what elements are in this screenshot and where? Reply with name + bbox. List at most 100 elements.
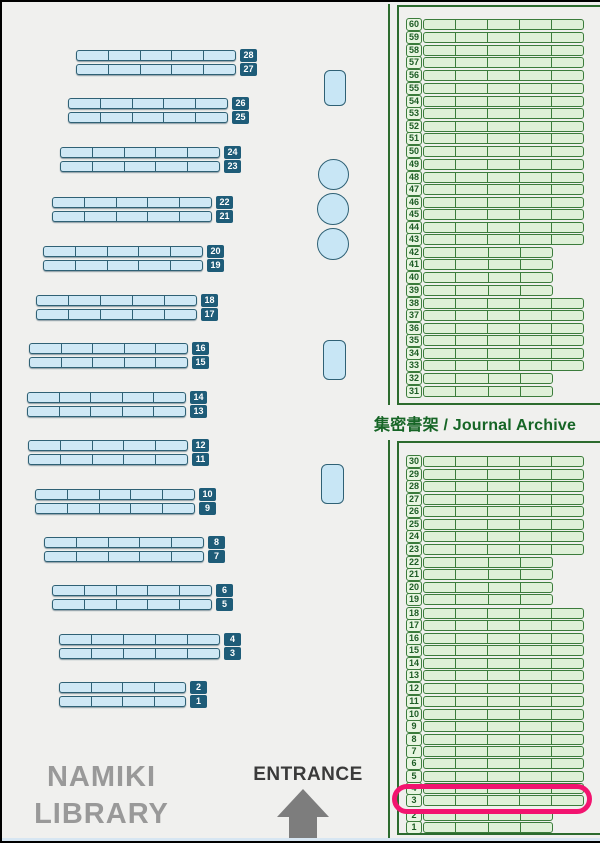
shelf-segment xyxy=(424,324,456,333)
shelf-segment xyxy=(123,683,155,692)
shelf-segment xyxy=(424,273,457,282)
shelf-segment xyxy=(424,811,457,820)
archive-shelf-row xyxy=(423,620,584,631)
shelf-segment xyxy=(456,299,488,308)
shelf-segment xyxy=(101,113,133,122)
shelf-segment xyxy=(489,823,521,832)
shelf-segment xyxy=(92,683,123,692)
shelf-segment xyxy=(520,532,552,541)
shelf-segment xyxy=(85,586,117,595)
bookshelf-row xyxy=(36,309,197,320)
shelf-segment xyxy=(124,635,156,644)
shelf-segment xyxy=(204,65,235,74)
shelf-segment xyxy=(60,683,92,692)
shelf-segment xyxy=(101,99,133,108)
shelf-segment xyxy=(456,772,488,781)
shelf-segment xyxy=(117,600,149,609)
archive-shelf-row xyxy=(423,83,584,94)
bookshelf-row xyxy=(36,295,197,306)
bookshelf-number-badge: 9 xyxy=(199,502,216,515)
shelf-segment xyxy=(520,671,552,680)
shelf-segment xyxy=(108,247,140,256)
library-name-line1: NAMIKI xyxy=(46,761,157,793)
shelf-segment xyxy=(424,532,456,541)
archive-shelf-row xyxy=(423,310,584,321)
shelf-segment xyxy=(520,33,552,42)
shelf-segment xyxy=(456,33,488,42)
shelf-segment xyxy=(30,344,62,353)
archive-shelf-row xyxy=(423,70,584,81)
shelf-segment xyxy=(91,393,123,402)
bookshelf-row xyxy=(60,161,220,172)
archive-row-badge: 53 xyxy=(406,107,422,120)
archive-row-badge: 24 xyxy=(406,530,422,543)
shelf-segment xyxy=(62,344,94,353)
shelf-segment xyxy=(424,46,456,55)
shelf-segment xyxy=(140,538,173,547)
archive-shelf-row xyxy=(423,557,553,568)
archive-shelf-row xyxy=(423,734,584,745)
bookshelf-number-badge: 1 xyxy=(190,695,207,708)
shelf-segment xyxy=(456,286,489,295)
shelf-segment xyxy=(488,324,520,333)
study-table-top xyxy=(324,70,346,106)
shelf-segment xyxy=(456,823,489,832)
shelf-segment xyxy=(141,51,173,60)
archive-row-badge: 50 xyxy=(406,145,422,158)
shelf-segment xyxy=(424,286,457,295)
study-table-lower xyxy=(321,464,344,504)
shelf-segment xyxy=(148,198,181,207)
shelf-segment xyxy=(520,97,552,106)
shelf-segment xyxy=(100,490,132,499)
shelf-segment xyxy=(456,122,488,131)
entrance-label: ENTRANCE xyxy=(253,764,363,785)
bookshelf-number-badge: 19 xyxy=(207,259,224,272)
shelf-segment xyxy=(520,109,552,118)
bookshelf-number-badge: 20 xyxy=(207,245,224,258)
bookshelf-row xyxy=(44,537,204,548)
shelf-segment xyxy=(424,97,456,106)
shelf-segment xyxy=(456,374,489,383)
archive-shelf-row xyxy=(423,197,584,208)
shelf-segment xyxy=(456,558,489,567)
shelf-segment xyxy=(456,495,488,504)
archive-shelf-row xyxy=(423,108,584,119)
shelf-segment xyxy=(424,235,456,244)
shelf-segment xyxy=(456,198,488,207)
bookshelf-row xyxy=(52,211,212,222)
shelf-segment xyxy=(520,324,552,333)
shelf-segment xyxy=(204,51,235,60)
shelf-segment xyxy=(124,441,157,450)
archive-shelf-row xyxy=(423,481,584,492)
archive-shelf-row xyxy=(423,670,584,681)
shelf-segment xyxy=(165,310,196,319)
bookshelf-number-badge: 11 xyxy=(192,453,209,466)
shelf-segment xyxy=(489,570,521,579)
shelf-segment xyxy=(424,147,456,156)
shelf-segment xyxy=(76,261,108,270)
shelf-segment xyxy=(424,823,457,832)
shelf-segment xyxy=(424,311,456,320)
archive-shelf-row xyxy=(423,159,584,170)
shelf-segment xyxy=(133,99,165,108)
shelf-segment xyxy=(520,299,552,308)
shelf-segment xyxy=(456,97,488,106)
shelf-segment xyxy=(424,722,456,731)
shelf-segment xyxy=(85,600,117,609)
shelf-segment xyxy=(520,634,552,643)
archive-shelf-row xyxy=(423,247,553,258)
shelf-segment xyxy=(60,697,92,706)
shelf-segment xyxy=(456,324,488,333)
shelf-segment xyxy=(424,122,456,131)
bookshelf-row xyxy=(52,599,212,610)
shelf-segment xyxy=(85,198,117,207)
shelf-segment xyxy=(520,507,552,516)
shelf-segment xyxy=(520,46,552,55)
shelf-segment xyxy=(456,520,488,529)
archive-row-badge: 34 xyxy=(406,347,422,360)
shelf-segment xyxy=(424,173,456,182)
shelf-segment xyxy=(456,84,488,93)
bookshelf-number-badge: 4 xyxy=(224,633,241,646)
shelf-segment xyxy=(520,609,552,618)
shelf-segment xyxy=(180,198,211,207)
